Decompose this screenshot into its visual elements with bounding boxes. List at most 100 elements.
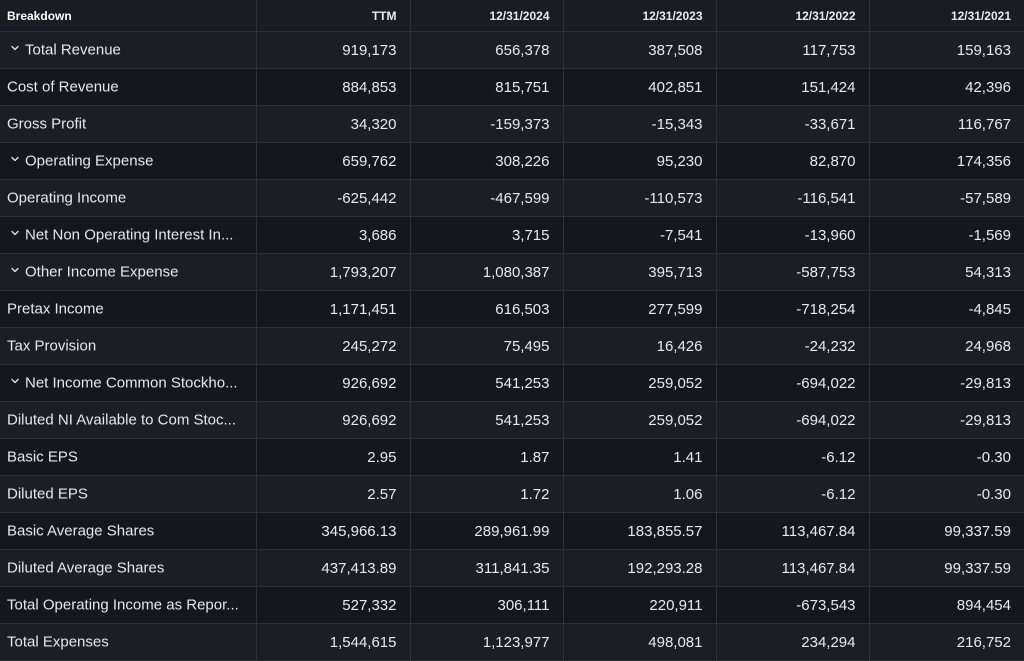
- value-cell: -159,373: [410, 105, 564, 143]
- value-cell: 1,171,451: [256, 290, 411, 328]
- row-label-cell: Total Operating Income as Repor...: [0, 586, 257, 624]
- column-header-period: 12/31/2023: [563, 0, 717, 32]
- row-label: Diluted Average Shares: [7, 559, 165, 577]
- value-cell: 34,320: [256, 105, 411, 143]
- table-row: Diluted NI Available to Com Stoc... 926,6…: [0, 401, 1024, 439]
- value-cell: 151,424: [716, 68, 870, 106]
- value-cell: -718,254: [716, 290, 870, 328]
- row-label-cell: Cost of Revenue: [0, 68, 257, 106]
- row-label: Gross Profit: [7, 115, 87, 133]
- row-label-cell: Operating Income: [0, 179, 257, 217]
- value-cell: 16,426: [563, 327, 717, 365]
- table-row: Diluted Average Shares 437,413.89 311,841.…: [0, 549, 1024, 587]
- row-label-cell[interactable]: Total Revenue: [0, 31, 257, 69]
- table-row: Tax Provision 245,272 75,495 16,426 -24,232 2…: [0, 327, 1024, 365]
- value-cell: 926,692: [256, 364, 411, 402]
- value-cell: 3,686: [256, 216, 411, 254]
- value-cell: 815,751: [410, 68, 564, 106]
- row-label-cell: Total Expenses: [0, 623, 257, 661]
- value-cell: 117,753: [716, 31, 870, 69]
- chevron-down-icon[interactable]: [11, 377, 19, 385]
- value-cell: 99,337.59: [869, 549, 1024, 587]
- table-header: Breakdown TTM 12/31/2024 12/31/2023 12/31/20…: [0, 0, 1024, 32]
- value-cell: -467,599: [410, 179, 564, 217]
- row-label-cell[interactable]: Net Non Operating Interest In...: [0, 216, 257, 254]
- value-cell: 42,396: [869, 68, 1024, 106]
- value-cell: -57,589: [869, 179, 1024, 217]
- value-cell: 926,692: [256, 401, 411, 439]
- row-label-cell: Basic Average Shares: [0, 512, 257, 550]
- value-cell: -625,442: [256, 179, 411, 217]
- row-label-cell: Diluted EPS: [0, 475, 257, 513]
- value-cell: 1,544,615: [256, 623, 411, 661]
- value-cell: 306,111: [410, 586, 564, 624]
- value-cell: 1.06: [563, 475, 717, 513]
- table-row: Total Operating Income as Repor... 527,33…: [0, 586, 1024, 624]
- value-cell: -24,232: [716, 327, 870, 365]
- row-label-cell: Pretax Income: [0, 290, 257, 328]
- value-cell: 541,253: [410, 401, 564, 439]
- value-cell: 1.41: [563, 438, 717, 476]
- value-cell: -0.30: [869, 475, 1024, 513]
- table-row: Basic EPS 2.95 1.87 1.41 -6.12 -0.30: [0, 438, 1024, 476]
- row-label: Total Expenses: [7, 633, 109, 651]
- table-row: Operating Expense 659,762 308,226 95,230 82,…: [0, 142, 1024, 180]
- value-cell: 1.87: [410, 438, 564, 476]
- row-label: Net Income Common Stockho...: [25, 374, 238, 392]
- chevron-down-icon[interactable]: [11, 229, 19, 237]
- value-cell: 1,793,207: [256, 253, 411, 291]
- column-header-period: 12/31/2021: [869, 0, 1024, 32]
- value-cell: 919,173: [256, 31, 411, 69]
- row-label-cell[interactable]: Operating Expense: [0, 142, 257, 180]
- value-cell: 387,508: [563, 31, 717, 69]
- table-row: Total Revenue 919,173 656,378 387,508 117,75…: [0, 31, 1024, 69]
- table-row: Operating Income -625,442 -467,599 -110,573…: [0, 179, 1024, 217]
- row-label: Tax Provision: [7, 337, 97, 355]
- value-cell: 174,356: [869, 142, 1024, 180]
- value-cell: 894,454: [869, 586, 1024, 624]
- value-cell: 113,467.84: [716, 512, 870, 550]
- value-cell: -4,845: [869, 290, 1024, 328]
- value-cell: 1,123,977: [410, 623, 564, 661]
- row-label-cell[interactable]: Other Income Expense: [0, 253, 257, 291]
- value-cell: 308,226: [410, 142, 564, 180]
- row-label: Operating Expense: [25, 152, 154, 170]
- value-cell: -6.12: [716, 438, 870, 476]
- value-cell: 192,293.28: [563, 549, 717, 587]
- row-label-cell: Tax Provision: [0, 327, 257, 365]
- value-cell: 234,294: [716, 623, 870, 661]
- value-cell: -1,569: [869, 216, 1024, 254]
- value-cell: 82,870: [716, 142, 870, 180]
- value-cell: 95,230: [563, 142, 717, 180]
- table-row: Diluted EPS 2.57 1.72 1.06 -6.12 -0.30: [0, 475, 1024, 513]
- table-row: Pretax Income 1,171,451 616,503 277,599 -718…: [0, 290, 1024, 328]
- value-cell: -29,813: [869, 401, 1024, 439]
- value-cell: 245,272: [256, 327, 411, 365]
- value-cell: 437,413.89: [256, 549, 411, 587]
- column-header-period: 12/31/2024: [410, 0, 564, 32]
- column-header-period: 12/31/2022: [716, 0, 870, 32]
- value-cell: 1,080,387: [410, 253, 564, 291]
- value-cell: 345,966.13: [256, 512, 411, 550]
- table-row: Gross Profit 34,320 -159,373 -15,343 -33,671…: [0, 105, 1024, 143]
- row-label: Other Income Expense: [25, 263, 179, 281]
- header-row: Breakdown TTM 12/31/2024 12/31/2023 12/31/20…: [0, 0, 1024, 32]
- value-cell: -15,343: [563, 105, 717, 143]
- value-cell: 3,715: [410, 216, 564, 254]
- value-cell: -694,022: [716, 364, 870, 402]
- chevron-down-icon[interactable]: [11, 44, 19, 52]
- value-cell: 113,467.84: [716, 549, 870, 587]
- column-header-period: TTM: [256, 0, 411, 32]
- value-cell: 659,762: [256, 142, 411, 180]
- table-body: Total Revenue 919,173 656,378 387,508 117,75…: [0, 31, 1024, 661]
- row-label-cell: Gross Profit: [0, 105, 257, 143]
- table-row: Other Income Expense 1,793,207 1,080,387 39…: [0, 253, 1024, 291]
- chevron-down-icon[interactable]: [11, 266, 19, 274]
- chevron-down-icon[interactable]: [11, 155, 19, 163]
- row-label: Diluted EPS: [7, 485, 88, 503]
- value-cell: 2.95: [256, 438, 411, 476]
- row-label: Diluted NI Available to Com Stoc...: [7, 411, 236, 429]
- row-label-cell[interactable]: Net Income Common Stockho...: [0, 364, 257, 402]
- value-cell: 277,599: [563, 290, 717, 328]
